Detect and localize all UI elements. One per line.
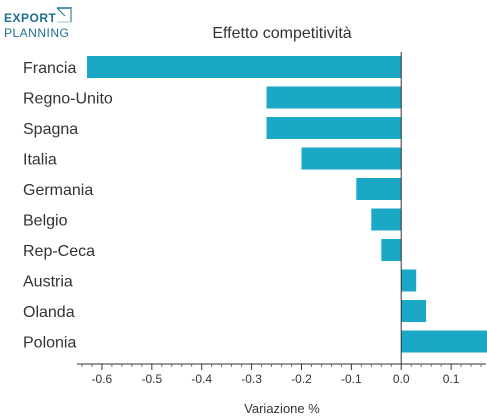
x-tick-label: -0.2 (291, 372, 312, 386)
category-label: Belgio (23, 213, 68, 230)
category-label: Austria (23, 274, 73, 291)
chart-title: Effetto competitività (212, 25, 351, 42)
bar-rep-ceca (381, 239, 402, 261)
bar-regno-unito (266, 86, 402, 109)
x-axis-label: Variazione % (244, 401, 320, 416)
logo-square-icon (56, 7, 72, 23)
logo-line2: PLANNING (4, 26, 70, 40)
category-label: Polonia (23, 335, 76, 352)
bar-polonia (401, 330, 487, 353)
bar-belgio (371, 208, 402, 231)
category-labels: Francia Regno-Unito Spagna Italia Germania Be… (23, 60, 113, 352)
x-tick-label: -0.5 (141, 372, 162, 386)
x-tick-label: -0.6 (92, 372, 113, 386)
x-tick-label: -0.1 (341, 372, 362, 386)
bars-group (87, 52, 487, 364)
logo-line1: EXPORT (4, 11, 57, 25)
category-label: Regno-Unito (23, 91, 113, 108)
category-label: Rep-Ceca (23, 243, 95, 260)
bar-austria (401, 269, 417, 292)
bar-germania (356, 178, 402, 200)
x-tick-label: -0.3 (241, 372, 262, 386)
x-axis: -0.6 -0.5 -0.4 -0.3 -0.2 -0.1 0.0 0.1 (77, 363, 486, 386)
bar-spagna (266, 117, 402, 139)
x-tick-label: 0.1 (443, 372, 460, 386)
x-tick-label: 0.0 (393, 372, 410, 386)
exportplanning-logo: EXPORT PLANNING (4, 6, 74, 40)
x-tick-label: -0.4 (191, 372, 212, 386)
category-label: Spagna (23, 121, 78, 138)
bar-olanda (401, 300, 427, 322)
category-label: Francia (23, 60, 76, 77)
category-label: Italia (23, 152, 57, 169)
category-label: Germania (23, 182, 93, 199)
bar-francia (87, 56, 402, 78)
bar-italia (301, 147, 402, 170)
category-label: Olanda (23, 304, 75, 321)
